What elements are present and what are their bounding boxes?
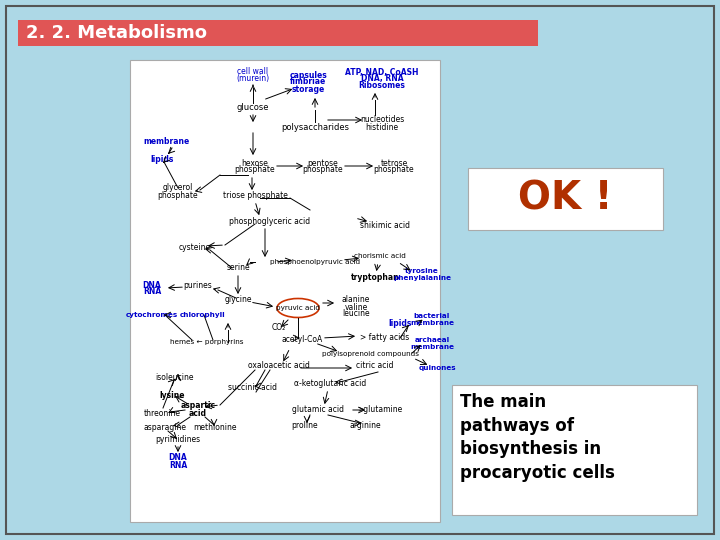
- Text: polyisoprenoid compounds: polyisoprenoid compounds: [322, 351, 418, 357]
- Text: histidine: histidine: [366, 123, 399, 132]
- Text: nucleotides: nucleotides: [360, 116, 404, 125]
- Text: isoleucine: isoleucine: [156, 374, 194, 382]
- Text: alanine: alanine: [342, 295, 370, 305]
- Text: arginine: arginine: [349, 421, 381, 429]
- Text: triose phosphate: triose phosphate: [222, 192, 287, 200]
- FancyBboxPatch shape: [452, 385, 697, 515]
- Text: citric acid: citric acid: [356, 361, 394, 370]
- Text: cysteine: cysteine: [179, 244, 211, 253]
- Text: succinic acid: succinic acid: [228, 383, 276, 393]
- FancyBboxPatch shape: [130, 60, 440, 522]
- Text: shikimic acid: shikimic acid: [360, 220, 410, 230]
- Text: cell wall: cell wall: [238, 66, 269, 76]
- Text: membrane: membrane: [410, 344, 454, 350]
- Text: glutamic acid: glutamic acid: [292, 406, 344, 415]
- FancyBboxPatch shape: [468, 168, 663, 230]
- Text: 2. 2. Metabolismo: 2. 2. Metabolismo: [26, 24, 207, 42]
- FancyBboxPatch shape: [18, 20, 538, 46]
- Text: fimbriae: fimbriae: [290, 78, 326, 86]
- Text: acetyl-CoA: acetyl-CoA: [282, 335, 323, 345]
- Text: hemes ← porphyrins: hemes ← porphyrins: [170, 339, 244, 345]
- Text: serine: serine: [226, 264, 250, 273]
- Text: phosphoenolpyruvic acid: phosphoenolpyruvic acid: [270, 259, 360, 265]
- Text: bacterial: bacterial: [414, 313, 450, 319]
- Text: Ribosomes: Ribosomes: [359, 82, 405, 91]
- Text: chlorophyll: chlorophyll: [180, 312, 226, 318]
- Text: tetrose: tetrose: [380, 159, 408, 167]
- Text: chorismic acid: chorismic acid: [354, 253, 406, 259]
- Text: polysaccharides: polysaccharides: [281, 123, 349, 132]
- Text: glycerol: glycerol: [163, 184, 193, 192]
- Text: DNA: DNA: [143, 280, 161, 289]
- Text: > fatty acids: > fatty acids: [361, 333, 410, 341]
- Text: phosphate: phosphate: [374, 165, 414, 174]
- Text: membrane: membrane: [143, 138, 189, 146]
- Text: ATP, NAD, CoASH: ATP, NAD, CoASH: [346, 68, 419, 77]
- Text: pyruvic acid: pyruvic acid: [276, 305, 320, 311]
- Text: leucine: leucine: [342, 309, 370, 319]
- Text: purines: purines: [184, 281, 212, 291]
- Text: >glutamine: >glutamine: [357, 406, 402, 415]
- Text: tryptophan: tryptophan: [351, 273, 400, 281]
- Text: membrane: membrane: [410, 320, 454, 326]
- Text: asparagine: asparagine: [143, 422, 186, 431]
- Text: The main
pathways of
biosynthesis in
procaryotic cells: The main pathways of biosynthesis in pro…: [460, 393, 615, 482]
- Text: phosphoglyceric acid: phosphoglyceric acid: [230, 217, 310, 226]
- Text: RNA: RNA: [143, 287, 161, 296]
- FancyBboxPatch shape: [6, 6, 714, 534]
- Text: (murein): (murein): [236, 73, 269, 83]
- Text: lipids: lipids: [150, 156, 174, 165]
- Text: α-ketoglutaric acid: α-ketoglutaric acid: [294, 380, 366, 388]
- Text: pyrimidines: pyrimidines: [156, 435, 201, 444]
- Text: tyrosine: tyrosine: [405, 268, 439, 274]
- Text: methionine: methionine: [193, 422, 237, 431]
- Text: OK !: OK !: [518, 180, 613, 218]
- Text: archaeal: archaeal: [415, 337, 449, 343]
- Text: DNA: DNA: [168, 454, 187, 462]
- Text: storage: storage: [292, 84, 325, 93]
- Text: proline: proline: [292, 421, 318, 429]
- Text: oxaloacetic acid: oxaloacetic acid: [248, 361, 310, 370]
- Text: hexose: hexose: [242, 159, 269, 167]
- Text: valine: valine: [344, 302, 368, 312]
- Text: glucose: glucose: [237, 103, 269, 111]
- Text: CO₂: CO₂: [272, 323, 286, 333]
- Text: RNA: RNA: [169, 462, 187, 470]
- Text: phenylalanine: phenylalanine: [393, 275, 451, 281]
- Text: cytochromes: cytochromes: [126, 312, 178, 318]
- Text: phosphate: phosphate: [235, 165, 275, 174]
- Text: quinones: quinones: [418, 365, 456, 371]
- Text: lysine: lysine: [159, 390, 185, 400]
- Text: capsules: capsules: [289, 71, 327, 79]
- Text: threonine: threonine: [143, 408, 181, 417]
- Text: acid: acid: [189, 408, 207, 417]
- Text: phosphate: phosphate: [302, 165, 343, 174]
- Text: phosphate: phosphate: [158, 191, 198, 199]
- Text: lipids: lipids: [388, 319, 412, 327]
- Text: glycine: glycine: [224, 295, 252, 305]
- Text: aspartic: aspartic: [181, 402, 215, 410]
- Text: DNA, RNA: DNA, RNA: [361, 75, 403, 84]
- Text: pentose: pentose: [307, 159, 338, 167]
